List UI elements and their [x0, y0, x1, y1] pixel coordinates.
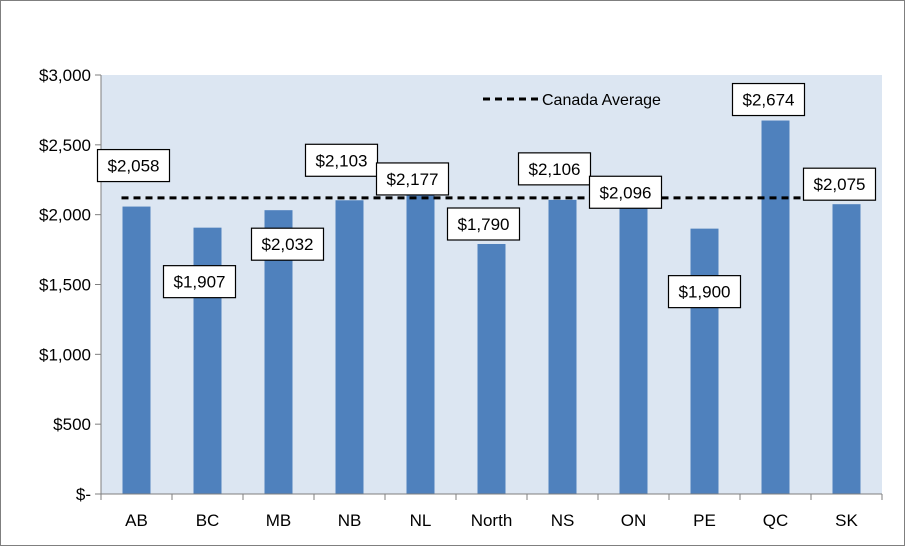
data-label-text: $2,032	[262, 235, 314, 254]
data-label-box	[731, 82, 806, 117]
bar-on	[619, 201, 648, 494]
data-label-box	[446, 207, 521, 241]
axes-group: $- $500 $1,000 $1,500 $2,000 $2,500 $3,000 AB BC…	[39, 66, 883, 530]
data-label-qc: $2,674	[731, 82, 806, 117]
x-tick-label: MB	[266, 511, 292, 530]
bar-north	[477, 243, 506, 494]
data-label-text: $2,075	[814, 175, 866, 194]
data-label-box	[588, 175, 663, 209]
y-tick-label: $-	[76, 485, 91, 504]
data-label-text: $2,674	[743, 91, 795, 110]
data-label-pe: $1,900	[667, 275, 742, 309]
data-label-text: $1,900	[679, 283, 731, 302]
data-label-box	[517, 152, 592, 186]
data-label-box	[802, 167, 877, 201]
data-label-ab: $2,058	[96, 148, 171, 183]
x-tick-label: NB	[338, 511, 362, 530]
data-label-text: $1,907	[174, 273, 226, 292]
data-label-on: $2,096	[588, 175, 663, 209]
x-tick-label: NS	[551, 511, 575, 530]
data-label-nb: $2,103	[304, 143, 379, 177]
bar-sk	[832, 204, 861, 495]
x-tick-label: PE	[693, 511, 716, 530]
x-tick-label: SK	[835, 511, 858, 530]
data-label-bc: $1,907	[162, 265, 237, 299]
data-label-box	[667, 275, 742, 309]
data-label-box	[304, 143, 379, 177]
data-label-text: $2,103	[316, 151, 368, 170]
data-label-box	[162, 265, 237, 299]
y-tick-label: $1,000	[39, 345, 91, 364]
y-tick-label: $2,000	[39, 206, 91, 225]
data-label-nl: $2,177	[375, 162, 450, 196]
x-tick-label: QC	[763, 511, 789, 530]
bar-ab	[122, 206, 151, 495]
data-label-north: $1,790	[446, 207, 521, 241]
legend-label: Canada Average	[542, 92, 661, 109]
data-label-box	[250, 227, 325, 261]
y-tick-label: $500	[53, 415, 91, 434]
x-tick-label: North	[471, 511, 513, 530]
data-label-text: $2,177	[387, 170, 439, 189]
data-labels-group: $2,058 $1,907 $2,032 $2,103 $2,177 $1,790 $2,1…	[96, 82, 877, 309]
y-tick-label: $2,500	[39, 136, 91, 155]
data-label-mb: $2,032	[250, 227, 325, 261]
y-tick-label: $1,500	[39, 276, 91, 295]
data-label-text: $1,790	[458, 215, 510, 234]
bar-nl	[406, 189, 435, 494]
bar-qc	[761, 120, 790, 494]
x-tick-label: AB	[125, 511, 148, 530]
data-label-sk: $2,075	[802, 167, 877, 201]
bar-ns	[548, 199, 577, 494]
x-tick-label: ON	[621, 511, 647, 530]
data-label-box	[375, 162, 450, 196]
data-label-box	[96, 148, 171, 183]
y-tick-label: $3,000	[39, 66, 91, 85]
x-tick-label: BC	[196, 511, 220, 530]
data-label-text: $2,106	[529, 160, 581, 179]
bar-pe	[690, 228, 719, 494]
x-tick-label: NL	[410, 511, 432, 530]
legend: Canada Average	[483, 92, 661, 109]
data-label-ns: $2,106	[517, 152, 592, 186]
bar-nb	[335, 200, 364, 494]
data-label-text: $2,096	[600, 183, 652, 202]
data-label-text: $2,058	[108, 157, 160, 176]
